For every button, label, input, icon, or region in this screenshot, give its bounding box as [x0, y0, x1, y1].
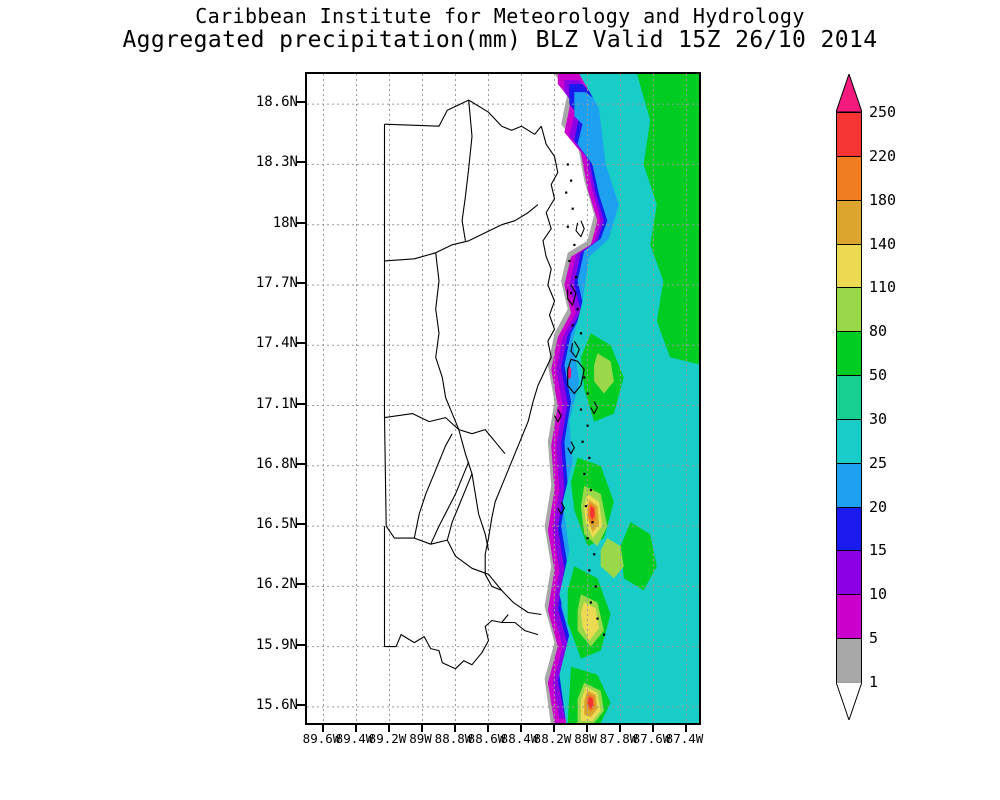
longitude-tick-label: 88.4W [500, 731, 539, 746]
latitude-tick-label: 16.2N [255, 576, 298, 593]
colorbar-band [836, 155, 862, 201]
colorbar-tick-label: 25 [869, 453, 888, 472]
institute-title: Caribbean Institute for Meteorology and … [195, 4, 805, 28]
longitude-tick-mark [321, 723, 324, 732]
latitude-tick-label: 17.4N [255, 335, 298, 352]
colorbar-tick-label: 50 [869, 366, 888, 385]
latitude-tick-label: 18N [272, 214, 298, 231]
longitude-axis: 89.6W 89.4W 89.2W 89W 88.8W 88.6W 88.4W 88.2W 88… [302, 731, 704, 753]
longitude-tick-label: 88.6W [467, 731, 506, 746]
longitude-tick-label: 89.2W [368, 731, 407, 746]
latitude-tick-label: 15.9N [255, 636, 298, 653]
coastline-and-borders [383, 99, 606, 670]
longitude-tick-mark [453, 723, 456, 732]
colorbar-tick-label: 5 [869, 629, 879, 648]
latitude-tick-label: 16.5N [255, 516, 298, 533]
longitude-tick-mark [420, 723, 423, 732]
map-plot-area [305, 72, 701, 725]
colorbar-tick-label: 30 [869, 409, 888, 428]
map-gridlines [307, 74, 699, 723]
colorbar-band [836, 638, 862, 683]
colorbar-arrow-min [836, 682, 862, 720]
latitude-tick-label: 17.1N [255, 395, 298, 412]
colorbar-tick-label: 110 [869, 278, 897, 297]
colorbar-band [836, 506, 862, 552]
longitude-tick-label: 88.8W [434, 731, 473, 746]
colorbar-arrow-max [836, 74, 862, 112]
latitude-tick-mark [297, 402, 306, 405]
colorbar-band [836, 375, 862, 420]
colorbar-tick-label: 140 [869, 234, 897, 253]
longitude-tick-label: 87.6W [632, 731, 671, 746]
latitude-tick-label: 18.3N [255, 154, 298, 171]
longitude-tick-mark [684, 723, 687, 732]
colorbar-legend: 250 220 180 140 110 80 50 30 25 20 15 10 5 1 [836, 72, 956, 732]
colorbar-tick-label: 180 [869, 190, 897, 209]
longitude-tick-label: 89.6W [302, 731, 341, 746]
longitude-tick-label: 89.4W [335, 731, 374, 746]
latitude-tick-label: 16.8N [255, 455, 298, 472]
colorbar-band [836, 331, 862, 377]
longitude-tick-label: 87.4W [665, 731, 704, 746]
longitude-tick-label: 88.2W [533, 731, 572, 746]
latitude-tick-mark [297, 282, 306, 284]
map-canvas [307, 74, 699, 723]
latitude-tick-label: 15.6N [255, 696, 298, 713]
latitude-tick-mark [297, 221, 306, 224]
latitude-tick-mark [297, 703, 306, 706]
colorbar-band [836, 462, 862, 508]
longitude-tick-mark [651, 723, 654, 732]
colorbar-band [836, 550, 862, 596]
colorbar-tick-label: 220 [869, 146, 897, 165]
longitude-tick-label: 88W [574, 731, 597, 746]
latitude-tick-mark [297, 342, 306, 345]
longitude-tick-mark [618, 723, 621, 732]
latitude-tick-mark [297, 523, 306, 526]
colorbar-band [836, 243, 862, 289]
colorbar-tick-label: 10 [869, 585, 888, 604]
colorbar-band [836, 418, 862, 464]
longitude-tick-mark [585, 723, 588, 732]
longitude-tick-mark [354, 723, 357, 732]
latitude-tick-mark [297, 462, 306, 465]
colorbar-tick-label: 1 [869, 673, 879, 691]
latitude-axis: 18.6N 18.3N 18N 17.7N 17.4N 17.1N 16.8N 16.5N 16… [234, 72, 298, 725]
latitude-tick-label: 18.6N [255, 94, 298, 111]
colorbar-tick-label: 15 [869, 541, 888, 560]
colorbar-band [836, 287, 862, 333]
longitude-tick-mark [387, 723, 390, 732]
colorbar-tick-label: 20 [869, 497, 888, 516]
latitude-tick-mark [297, 583, 306, 586]
latitude-tick-mark [297, 101, 306, 104]
longitude-tick-mark [519, 723, 522, 732]
longitude-tick-mark [486, 723, 489, 732]
longitude-tick-label: 89W [409, 731, 432, 746]
figure-title-block: Caribbean Institute for Meteorology and … [0, 4, 1000, 53]
colorbar-band [836, 594, 862, 640]
colorbar-band [836, 199, 862, 245]
colorbar-tick-label: 250 [869, 103, 897, 121]
precipitation-field [307, 74, 699, 723]
latitude-tick-mark [297, 643, 306, 646]
longitude-tick-mark [552, 723, 555, 732]
colorbar-band [836, 112, 862, 157]
colorbar-tick-label: 80 [869, 322, 888, 341]
longitude-tick-label: 87.8W [599, 731, 638, 746]
page-title: Aggregated precipitation(mm) BLZ Valid 1… [122, 26, 878, 53]
latitude-tick-label: 17.7N [255, 275, 298, 291]
latitude-tick-mark [297, 161, 306, 164]
